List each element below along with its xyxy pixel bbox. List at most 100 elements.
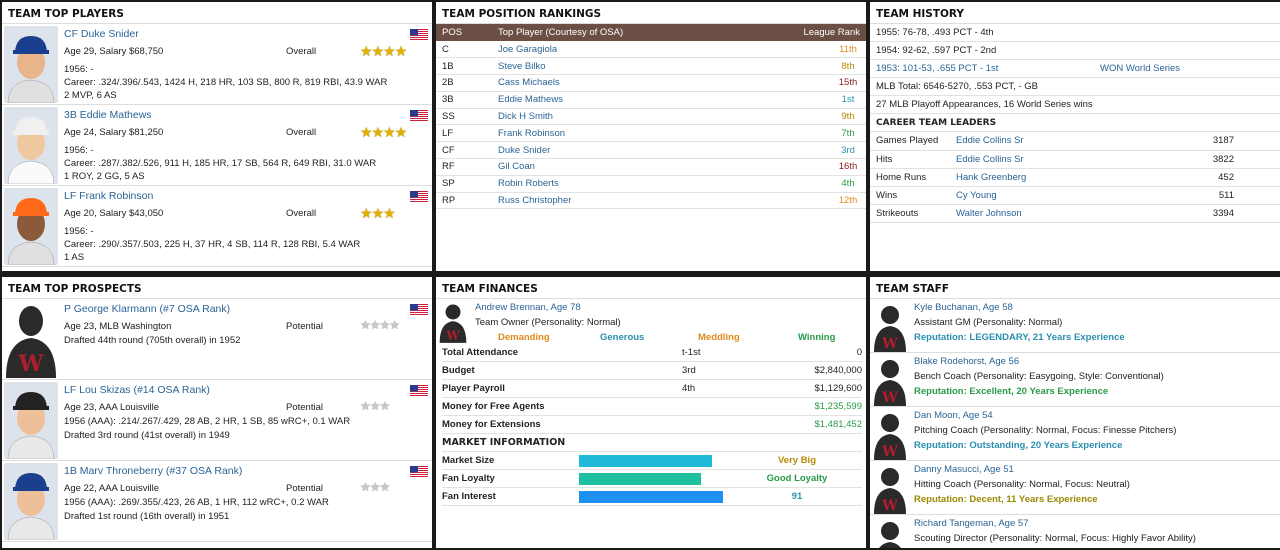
finance-value: $1,481,452 <box>814 419 862 430</box>
ranking-player-link[interactable]: Frank Robinson <box>492 124 796 143</box>
staff-row[interactable]: W Blake Rodehorst, Age 56 Bench Coach (Per… <box>870 353 1280 407</box>
ranking-row: 1B Steve Bilko 8th <box>436 57 866 76</box>
ranking-row: LF Frank Robinson 7th <box>436 124 866 143</box>
ranking-player-link[interactable]: Dick H Smith <box>492 108 796 126</box>
staff-row[interactable]: W Kyle Buchanan, Age 58 Assistant GM (Pers… <box>870 299 1280 353</box>
market-label: Fan Interest <box>442 491 496 502</box>
ranking-league-rank: 7th <box>796 124 866 143</box>
top-players-panel: TEAM TOP PLAYERS CF Duke Snider Age 29, S… <box>2 2 432 271</box>
player-row[interactable]: CF Duke Snider Age 29, Salary $68,750 Over… <box>2 24 432 105</box>
best-season-link[interactable]: 1953: 101-53, .655 PCT - 1st <box>876 63 999 74</box>
ranking-player-link[interactable]: Eddie Mathews <box>492 91 796 109</box>
ranking-player-link[interactable]: Gil Coan <box>492 158 796 176</box>
mlb-total: MLB Total: 6546-5270, .553 PCT, - GB <box>870 78 1280 96</box>
market-row: Market Size Very Big <box>442 452 862 470</box>
rating-label: Potential <box>286 483 323 494</box>
leader-stat: Home Runs <box>870 168 950 187</box>
prospect-row[interactable]: LF Lou Skizas (#14 OSA Rank) Age 23, AAA … <box>2 380 432 461</box>
best-season-line: 1953: 101-53, .655 PCT - 1st WON World S… <box>870 60 1280 78</box>
ranking-player-link[interactable]: Russ Christopher <box>492 192 796 210</box>
prospect-draft-info: Drafted 3rd round (41st overall) in 1949 <box>64 430 230 441</box>
prospect-row[interactable]: W P George Klarmann (#7 OSA Rank) Age 23, … <box>2 299 432 380</box>
ranking-player-link[interactable]: Cass Michaels <box>492 74 796 92</box>
player-name-link[interactable]: LF Frank Robinson <box>64 190 154 202</box>
ranking-player-link[interactable]: Joe Garagiola <box>492 41 796 59</box>
player-row[interactable]: 3B Eddie Mathews Age 24, Salary $81,250 Ov… <box>2 105 432 186</box>
staff-reputation: Reputation: Decent, 11 Years Experience <box>914 494 1098 505</box>
world-series-link[interactable]: WON World Series <box>1100 63 1181 74</box>
panel-title: TEAM FINANCES <box>436 277 866 299</box>
leader-player-link[interactable]: Eddie Collins Sr <box>950 132 1125 151</box>
market-label: Market Size <box>442 455 495 466</box>
staff-name-link[interactable]: Kyle Buchanan, Age 58 <box>914 302 1013 313</box>
market-bar <box>579 455 713 467</box>
rating-label: Potential <box>286 321 323 332</box>
ranking-league-rank: 9th <box>796 108 866 126</box>
prospect-photo[interactable]: W <box>4 301 58 378</box>
leader-stat: Hits <box>870 150 950 169</box>
ranking-pos: LF <box>436 124 492 143</box>
finance-row: Player Payroll 4th $1,129,600 <box>442 380 862 398</box>
leader-row: Home Runs Hank Greenberg 452 <box>870 168 1280 187</box>
ranking-league-rank: 16th <box>796 158 866 176</box>
staff-name-link[interactable]: Richard Tangeman, Age 57 <box>914 518 1029 529</box>
prospect-photo[interactable] <box>4 382 58 459</box>
finance-value: 0 <box>856 347 862 358</box>
finance-label: Total Attendance <box>442 347 519 358</box>
player-name-link[interactable]: 3B Eddie Mathews <box>64 109 152 121</box>
season-line: 1954: 92-62, .597 PCT - 2nd <box>870 42 1280 60</box>
market-bar <box>579 473 701 485</box>
leader-row: Hits Eddie Collins Sr 3822 <box>870 150 1280 169</box>
player-awards: 1 ROY, 2 GG, 5 AS <box>64 171 145 182</box>
rating-label: Potential <box>286 402 323 413</box>
career-leaders-table: Games Played Eddie Collins Sr 3187 Hits Eddi… <box>870 132 1280 223</box>
staff-name-link[interactable]: Danny Masucci, Age 51 <box>914 464 1014 475</box>
leader-player-link[interactable]: Cy Young <box>950 186 1125 205</box>
prospect-photo[interactable] <box>4 463 58 540</box>
ranking-player-link[interactable]: Robin Roberts <box>492 175 796 193</box>
staff-reputation: Reputation: Excellent, 20 Years Experien… <box>914 386 1109 397</box>
leader-stat: Games Played <box>870 132 950 151</box>
leader-row: Games Played Eddie Collins Sr 3187 <box>870 132 1280 151</box>
player-photo[interactable] <box>4 26 58 103</box>
prospect-name-link[interactable]: 1B Marv Throneberry (#37 OSA Rank) <box>64 465 243 477</box>
ranking-player-link[interactable]: Duke Snider <box>492 141 796 160</box>
leader-value: 452 <box>1124 168 1280 187</box>
prospect-detail: Drafted 44th round (705th overall) in 19… <box>64 335 241 346</box>
team-finances-panel: TEAM FINANCES W Andrew Brennan, Age 78 T… <box>436 277 866 548</box>
staff-name-link[interactable]: Blake Rodehorst, Age 56 <box>914 356 1020 367</box>
staff-avatar: W <box>872 356 908 406</box>
staff-avatar: W <box>872 518 908 548</box>
ranking-player-link[interactable]: Steve Bilko <box>492 57 796 76</box>
leader-value: 3394 <box>1124 204 1280 223</box>
us-flag-icon <box>410 29 428 41</box>
prospect-name-link[interactable]: LF Lou Skizas (#14 OSA Rank) <box>64 384 210 396</box>
staff-row[interactable]: W Dan Moon, Age 54 Pitching Coach (Persona… <box>870 407 1280 461</box>
staff-reputation: Reputation: LEGENDARY, 21 Years Experien… <box>914 332 1125 343</box>
ranking-row: 3B Eddie Mathews 1st <box>436 91 866 109</box>
player-age-salary: Age 20, Salary $43,050 <box>64 208 164 219</box>
owner-name-link[interactable]: Andrew Brennan, Age 78 <box>475 302 581 313</box>
staff-row[interactable]: W Danny Masucci, Age 51 Hitting Coach (Per… <box>870 461 1280 515</box>
player-photo[interactable] <box>4 107 58 184</box>
player-row[interactable]: LF Frank Robinson Age 20, Salary $43,050 O… <box>2 186 432 267</box>
svg-text:W: W <box>445 329 460 343</box>
staff-row[interactable]: W Richard Tangeman, Age 57 Scouting Direct… <box>870 515 1280 548</box>
staff-name-link[interactable]: Dan Moon, Age 54 <box>914 410 993 421</box>
prospect-name-link[interactable]: P George Klarmann (#7 OSA Rank) <box>64 303 231 315</box>
staff-avatar: W <box>872 410 908 460</box>
prospect-row[interactable]: 1B Marv Throneberry (#37 OSA Rank) Age 22… <box>2 461 432 542</box>
leader-player-link[interactable]: Walter Johnson <box>950 204 1125 223</box>
ranking-row: 2B Cass Michaels 15th <box>436 74 866 92</box>
prospect-age-team: Age 22, AAA Louisville <box>64 483 160 494</box>
finance-value: $2,840,000 <box>814 365 862 376</box>
player-name-link[interactable]: CF Duke Snider <box>64 28 139 40</box>
prospect-detail: 1956 (AAA): .214/.267/.429, 28 AB, 2 HR,… <box>64 416 351 427</box>
us-flag-icon <box>410 385 428 397</box>
leader-player-link[interactable]: Hank Greenberg <box>950 168 1125 187</box>
player-photo[interactable] <box>4 188 58 265</box>
leader-player-link[interactable]: Eddie Collins Sr <box>950 150 1125 169</box>
panel-title: TEAM TOP PROSPECTS <box>2 277 432 299</box>
ranking-pos: C <box>436 41 492 59</box>
finance-row: Total Attendance t-1st 0 <box>442 344 862 362</box>
